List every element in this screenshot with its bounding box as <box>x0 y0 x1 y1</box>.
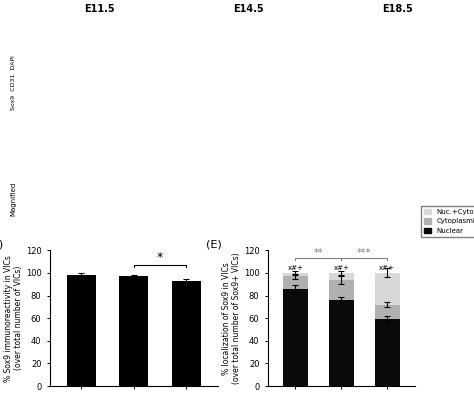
Bar <box>328 300 354 386</box>
Bar <box>67 275 96 386</box>
Text: (E): (E) <box>206 239 222 249</box>
Text: (C): (C) <box>329 22 341 31</box>
Text: (C’): (C’) <box>329 153 344 162</box>
Text: E14.5: E14.5 <box>233 4 264 14</box>
Text: E11.5: E11.5 <box>84 4 114 14</box>
Text: (B): (B) <box>180 22 192 31</box>
Bar <box>283 273 308 276</box>
Text: (D): (D) <box>0 239 3 249</box>
Y-axis label: % Sox9 immunoreactivity in VICs
(over total number of VICs): % Sox9 immunoreactivity in VICs (over to… <box>3 255 23 381</box>
Text: *: * <box>157 251 164 264</box>
Bar <box>328 273 354 280</box>
Y-axis label: % localization of Sox9 in VICs
(over total number of Sox9+ VICs): % localization of Sox9 in VICs (over tot… <box>221 252 241 384</box>
Text: (A’): (A’) <box>30 153 45 162</box>
Text: (B’): (B’) <box>180 153 195 162</box>
Bar <box>283 289 308 386</box>
Text: x#+: x#+ <box>379 265 395 271</box>
Bar <box>374 273 400 305</box>
Text: Magnified: Magnified <box>10 182 16 216</box>
Legend: Nuc.+Cyto., Cytoplasmic, Nuclear: Nuc.+Cyto., Cytoplasmic, Nuclear <box>421 206 474 237</box>
Text: E18.5: E18.5 <box>383 4 413 14</box>
Bar <box>374 319 400 386</box>
Text: x#+: x#+ <box>333 265 349 271</box>
Bar <box>283 276 308 289</box>
Bar <box>172 281 201 386</box>
Text: **: ** <box>314 247 323 258</box>
Bar <box>119 276 148 386</box>
Bar <box>374 305 400 319</box>
Text: x#+: x#+ <box>287 265 303 271</box>
Bar <box>328 280 354 300</box>
Text: Sox9  CD31  DAPI: Sox9 CD31 DAPI <box>10 55 16 110</box>
Text: ***: *** <box>357 247 371 258</box>
Text: (A): (A) <box>30 22 43 31</box>
